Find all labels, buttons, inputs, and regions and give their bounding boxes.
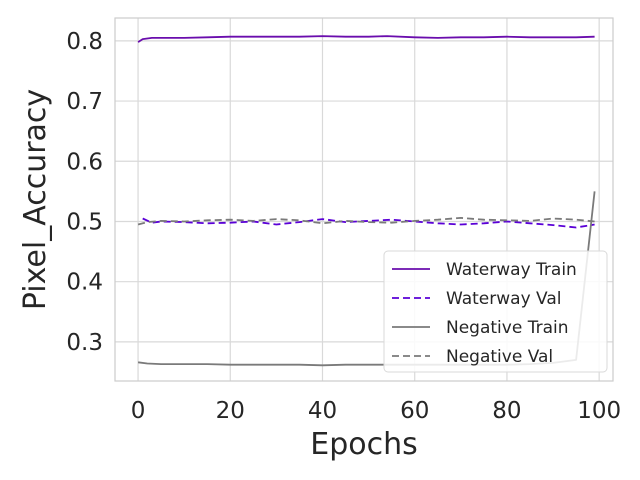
y-tick-label: 0.4: [66, 270, 103, 296]
y-tick-labels: 0.3 0.4 0.5 0.6 0.7 0.8: [66, 29, 103, 356]
y-tick-label: 0.5: [66, 209, 103, 235]
x-tick-label: 40: [308, 398, 337, 424]
x-tick-label: 60: [400, 398, 429, 424]
legend-box: [383, 250, 608, 373]
x-tick-labels: 0 20 40 60 80 100: [131, 398, 621, 424]
legend-label: Negative Train: [446, 318, 569, 338]
x-tick-label: 20: [216, 398, 245, 424]
y-tick-label: 0.8: [66, 29, 103, 55]
x-tick-label: 0: [131, 398, 146, 424]
x-tick-label: 100: [577, 398, 621, 424]
legend: Waterway Train Waterway Val Negative Train…: [383, 250, 608, 373]
y-tick-label: 0.3: [66, 330, 103, 356]
y-tick-label: 0.7: [66, 89, 103, 115]
y-axis-title: Pixel_Accuracy: [18, 89, 53, 310]
series-line-negative-val: [137, 216, 595, 226]
x-tick-label: 80: [492, 398, 521, 424]
legend-label: Waterway Train: [446, 260, 577, 280]
plot-area-frame: [114, 17, 614, 382]
series-line-waterway-val: [142, 217, 595, 229]
x-axis-title: Epochs: [310, 427, 418, 462]
legend-label: Waterway Val: [446, 289, 562, 309]
y-tick-label: 0.6: [66, 149, 103, 175]
series-line-waterway-train: [137, 35, 595, 43]
legend-label: Negative Val: [446, 347, 553, 367]
